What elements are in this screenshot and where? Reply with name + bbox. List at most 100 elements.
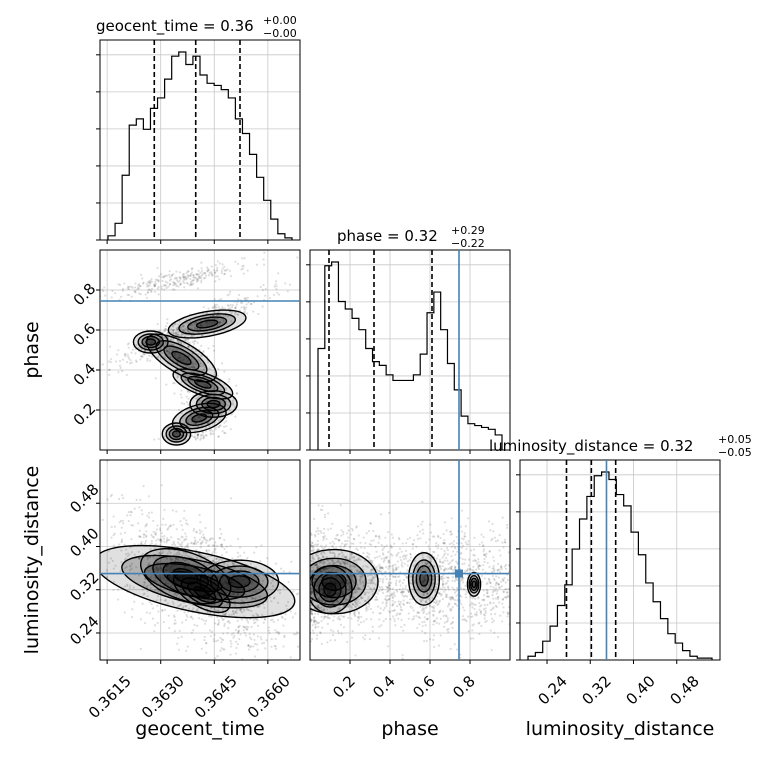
sample-point	[208, 549, 211, 552]
hist-panel-geocent-time	[96, 39, 301, 244]
sample-point	[167, 582, 170, 585]
sample-point	[268, 632, 271, 635]
sample-point	[236, 313, 239, 316]
sample-point	[226, 564, 229, 567]
sample-point	[264, 287, 267, 291]
sample-point	[127, 342, 131, 345]
sample-point	[491, 537, 494, 540]
sample-point	[190, 615, 193, 618]
sample-point	[392, 602, 395, 605]
sample-point	[149, 583, 152, 586]
sample-point	[315, 530, 318, 533]
sample-point	[237, 631, 240, 634]
sample-point	[134, 352, 137, 355]
sample-point	[230, 633, 233, 636]
sample-point	[196, 607, 199, 610]
sample-point	[236, 298, 240, 301]
sample-point	[210, 630, 214, 634]
sample-point	[171, 281, 175, 284]
sample-point	[213, 298, 216, 301]
sample-point	[340, 632, 343, 635]
sample-point	[192, 529, 195, 532]
sample-point	[220, 271, 223, 275]
sample-point	[117, 543, 121, 546]
sample-point	[434, 601, 437, 604]
sample-point	[191, 267, 194, 270]
sample-point	[192, 362, 195, 365]
sample-point	[130, 511, 133, 514]
sample-point	[356, 590, 359, 593]
sample-point	[189, 616, 192, 619]
sample-point	[150, 289, 153, 292]
sample-point	[237, 626, 240, 629]
sample-point	[203, 383, 206, 386]
sample-point	[109, 361, 112, 364]
sample-point	[464, 593, 467, 596]
contour-level	[100, 544, 296, 619]
panel-frame	[519, 459, 721, 661]
sample-point	[217, 419, 220, 422]
sample-point	[179, 283, 182, 286]
sample-point	[186, 523, 189, 526]
sample-point	[194, 363, 197, 366]
sample-point	[121, 289, 124, 292]
sample-point	[274, 647, 278, 650]
sample-point	[380, 557, 383, 560]
sample-point	[203, 537, 206, 541]
sample-point	[171, 564, 174, 567]
sample-point	[138, 557, 141, 560]
sample-point	[173, 553, 176, 556]
sample-point	[328, 590, 331, 594]
sample-point	[340, 529, 343, 532]
sample-point	[181, 536, 184, 539]
sample-point	[179, 357, 182, 360]
sample-point	[216, 609, 220, 612]
sample-point	[317, 625, 320, 628]
sample-point	[223, 538, 226, 542]
sample-point	[223, 547, 226, 551]
sample-point	[186, 359, 189, 362]
sample-point	[211, 273, 214, 276]
sample-point	[393, 594, 397, 598]
sample-point	[185, 281, 188, 285]
sample-point	[146, 285, 149, 288]
sample-point	[171, 348, 174, 351]
sample-point	[126, 584, 129, 587]
sample-point	[182, 280, 185, 283]
sample-point	[239, 633, 242, 636]
sample-point	[336, 617, 339, 620]
sample-point	[416, 525, 420, 528]
contour-level	[171, 350, 192, 366]
sample-point	[125, 373, 129, 377]
sample-point	[322, 624, 324, 626]
sample-point	[206, 539, 209, 543]
sample-point	[320, 615, 323, 618]
sample-point	[241, 658, 244, 660]
sample-point	[451, 550, 455, 553]
sample-point	[133, 553, 136, 556]
sample-point	[164, 328, 168, 331]
sample-point	[182, 276, 186, 279]
sample-point	[187, 433, 190, 437]
sample-point	[152, 530, 155, 533]
sample-point	[242, 608, 246, 611]
sample-point	[332, 619, 335, 622]
sample-point	[120, 526, 123, 529]
sample-point	[220, 616, 224, 620]
sample-point	[312, 618, 315, 622]
sample-point	[150, 287, 154, 290]
sample-point	[150, 511, 153, 514]
sample-point	[274, 562, 278, 565]
sample-point	[207, 570, 210, 574]
sample-point	[178, 596, 181, 599]
sample-point	[177, 341, 180, 344]
sample-point	[240, 599, 243, 602]
sample-point	[201, 540, 204, 543]
sample-point	[127, 287, 130, 291]
sample-point	[247, 648, 251, 651]
sample-point	[158, 574, 161, 577]
sample-point	[227, 315, 230, 318]
sample-point	[227, 613, 231, 617]
sample-point	[172, 602, 175, 605]
sample-point	[101, 288, 104, 291]
